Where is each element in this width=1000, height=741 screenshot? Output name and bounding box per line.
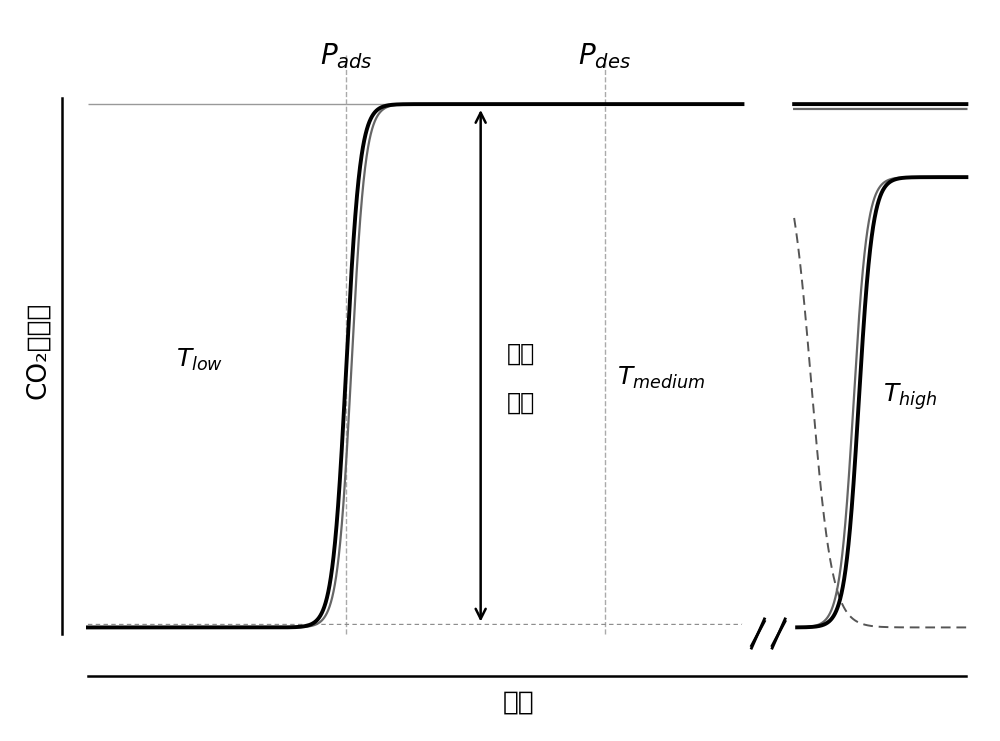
Text: 容量: 容量 [506, 391, 535, 414]
Y-axis label: CO₂吸附量: CO₂吸附量 [25, 302, 51, 399]
Text: $P_{des}$: $P_{des}$ [578, 41, 631, 70]
X-axis label: 压力: 压力 [503, 690, 534, 716]
Text: $P_{ads}$: $P_{ads}$ [320, 41, 373, 70]
Text: $T_{high}$: $T_{high}$ [883, 381, 938, 411]
Text: $T_{medium}$: $T_{medium}$ [617, 365, 705, 391]
Text: 工作: 工作 [506, 342, 535, 365]
Text: $T_{low}$: $T_{low}$ [176, 347, 223, 373]
